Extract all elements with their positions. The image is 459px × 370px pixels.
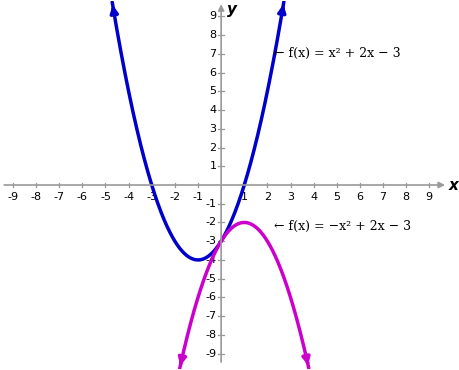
Text: -3: -3 [146, 192, 157, 202]
Text: -5: -5 [205, 274, 216, 284]
Text: -1: -1 [205, 199, 216, 209]
Text: y: y [226, 2, 236, 17]
Text: -2: -2 [169, 192, 180, 202]
Text: 7: 7 [209, 49, 216, 59]
Text: -2: -2 [205, 218, 216, 228]
Text: -7: -7 [205, 311, 216, 321]
Text: 9: 9 [425, 192, 432, 202]
Text: -4: -4 [205, 255, 216, 265]
Text: -8: -8 [30, 192, 42, 202]
Text: -1: -1 [192, 192, 203, 202]
Text: 3: 3 [209, 124, 216, 134]
Text: 8: 8 [402, 192, 409, 202]
Text: 6: 6 [209, 68, 216, 78]
Text: -9: -9 [205, 349, 216, 359]
Text: 3: 3 [286, 192, 293, 202]
Text: 6: 6 [356, 192, 363, 202]
Text: -3: -3 [205, 236, 216, 246]
Text: -6: -6 [205, 292, 216, 302]
Text: 1: 1 [240, 192, 247, 202]
Text: -5: -5 [100, 192, 111, 202]
Text: 2: 2 [209, 142, 216, 152]
Text: 8: 8 [209, 30, 216, 40]
Text: x: x [448, 178, 458, 192]
Text: 5: 5 [209, 86, 216, 96]
Text: 4: 4 [309, 192, 317, 202]
Text: 9: 9 [209, 11, 216, 21]
Text: -7: -7 [54, 192, 65, 202]
Text: ← f(x) = x² + 2x − 3: ← f(x) = x² + 2x − 3 [274, 47, 400, 60]
Text: 2: 2 [263, 192, 270, 202]
Text: 5: 5 [333, 192, 340, 202]
Text: ← f(x) = −x² + 2x − 3: ← f(x) = −x² + 2x − 3 [274, 220, 410, 233]
Text: 4: 4 [209, 105, 216, 115]
Text: -8: -8 [205, 330, 216, 340]
Text: -4: -4 [123, 192, 134, 202]
Text: 1: 1 [209, 161, 216, 171]
Text: -9: -9 [7, 192, 18, 202]
Text: 7: 7 [379, 192, 386, 202]
Text: -6: -6 [77, 192, 88, 202]
